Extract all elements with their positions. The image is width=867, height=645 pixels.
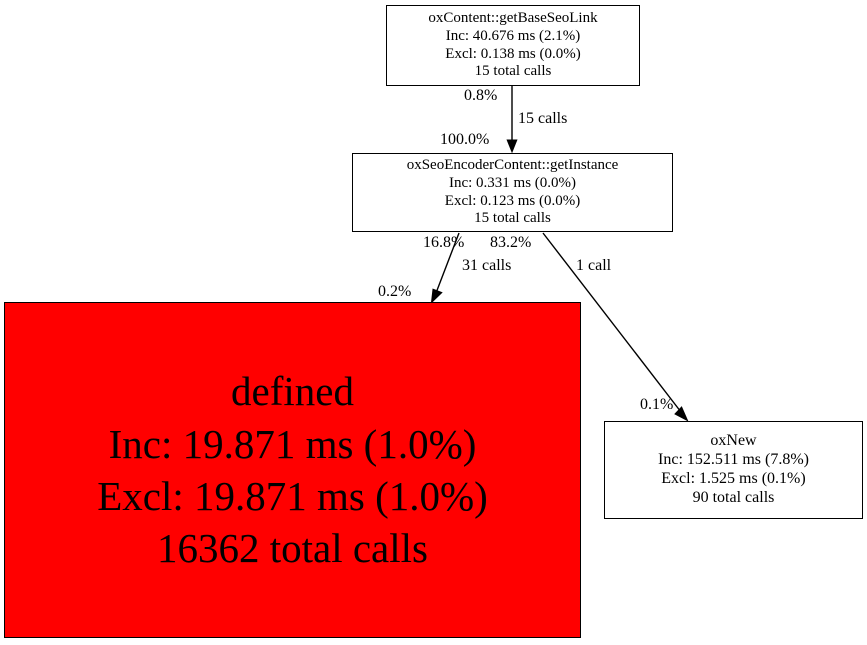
node-title: defined — [231, 368, 354, 415]
node-title: oxSeoEncoderContent::getInstance — [406, 157, 619, 174]
edge-label-calls-getinstance-to-defined: 31 calls — [462, 257, 512, 274]
edge-label-calls-getinstance-to-oxnew: 1 call — [576, 257, 612, 274]
node-exclusive-time: Excl: 19.871 ms (1.0%) — [97, 473, 488, 519]
edge-label-head-percent-root-to-getinstance: 100.0% — [440, 131, 490, 148]
node-exclusive-time: Excl: 0.138 ms (0.0%) — [445, 45, 581, 62]
edge-root-to-getinstance — [506, 86, 518, 154]
edge-label-calls-root-to-getinstance: 15 calls — [518, 110, 568, 127]
edge-label-tail-percent-getinstance-to-oxnew: 83.2% — [490, 234, 532, 251]
node-total-calls: 15 total calls — [474, 210, 551, 227]
node-title: oxContent::getBaseSeoLink — [428, 10, 598, 27]
node-total-calls: 15 total calls — [474, 63, 552, 80]
edge-label-head-percent-getinstance-to-oxnew: 0.1% — [640, 396, 674, 413]
node-total-calls: 90 total calls — [692, 488, 775, 506]
node-inclusive-time: Inc: 19.871 ms (1.0%) — [108, 420, 477, 467]
node-defined[interactable]: defined Inc: 19.871 ms (1.0%) Excl: 19.8… — [4, 302, 581, 638]
node-ox-new[interactable]: oxNew Inc: 152.511 ms (7.8%) Excl: 1.525… — [604, 421, 863, 519]
node-title: oxNew — [710, 432, 757, 450]
node-ox-seo-encoder-content-get-instance[interactable]: oxSeoEncoderContent::getInstance Inc: 0.… — [352, 153, 673, 232]
edge-label-head-percent-getinstance-to-defined: 0.2% — [378, 283, 412, 300]
edge-label-tail-percent-getinstance-to-defined: 16.8% — [423, 234, 465, 251]
node-inclusive-time: Inc: 0.331 ms (0.0%) — [448, 174, 577, 191]
node-inclusive-time: Inc: 40.676 ms (2.1%) — [445, 27, 581, 44]
node-total-calls: 16362 total calls — [156, 525, 428, 572]
edge-label-tail-percent-root-to-getinstance: 0.8% — [464, 87, 498, 104]
node-exclusive-time: Excl: 1.525 ms (0.1%) — [661, 470, 806, 487]
node-ox-content-get-base-seo-link[interactable]: oxContent::getBaseSeoLink Inc: 40.676 ms… — [386, 5, 640, 86]
node-inclusive-time: Inc: 152.511 ms (7.8%) — [658, 451, 809, 469]
node-exclusive-time: Excl: 0.123 ms (0.0%) — [444, 192, 581, 209]
